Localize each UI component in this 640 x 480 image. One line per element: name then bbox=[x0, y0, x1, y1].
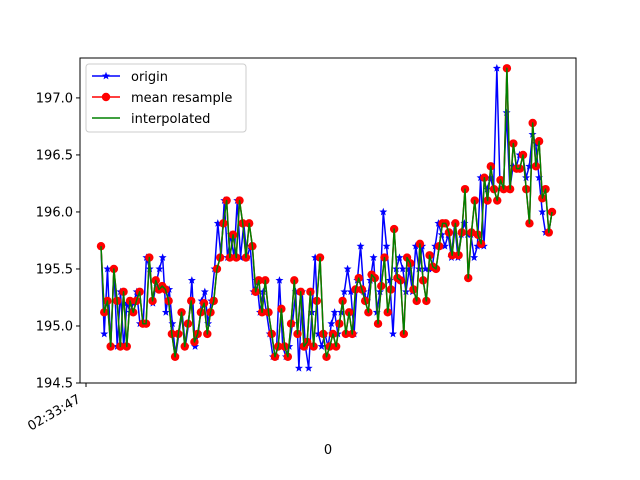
data-point bbox=[161, 308, 170, 316]
data-point bbox=[525, 162, 534, 170]
circle-marker-icon bbox=[101, 92, 111, 102]
data-point bbox=[538, 207, 547, 216]
data-point bbox=[395, 253, 404, 261]
data-point bbox=[213, 219, 222, 227]
legend-entry-mean-resample: mean resample bbox=[92, 91, 232, 106]
y-tick-label: 196.5 bbox=[36, 148, 73, 163]
data-point bbox=[509, 162, 518, 170]
data-point bbox=[522, 173, 531, 182]
data-point bbox=[346, 287, 355, 296]
data-point bbox=[421, 264, 430, 273]
legend-label-interpolated: interpolated bbox=[131, 112, 210, 127]
data-point bbox=[502, 108, 511, 117]
data-point bbox=[200, 287, 209, 296]
data-point bbox=[382, 241, 391, 250]
series-line-interpolated bbox=[100, 67, 553, 358]
data-point bbox=[463, 230, 472, 239]
legend-label-origin: origin bbox=[131, 70, 168, 85]
data-point bbox=[259, 287, 268, 296]
y-tick-label: 194.5 bbox=[36, 377, 73, 392]
data-point bbox=[340, 287, 349, 296]
data-point bbox=[96, 241, 106, 251]
data-point bbox=[327, 319, 336, 328]
y-tick-label: 195.0 bbox=[36, 319, 73, 334]
axes-frame bbox=[79, 57, 577, 384]
y-tick-label: 196.0 bbox=[36, 205, 73, 220]
data-point bbox=[158, 253, 167, 261]
data-point bbox=[547, 207, 557, 217]
data-point bbox=[535, 173, 544, 182]
data-point bbox=[100, 329, 109, 338]
data-point bbox=[330, 308, 339, 316]
y-axis: 194.5 195.0 195.5 196.0 196.5 197.0 bbox=[36, 91, 80, 392]
data-point bbox=[191, 342, 200, 350]
data-point bbox=[314, 329, 323, 338]
x-axis-title: 0 bbox=[324, 443, 332, 458]
series-layer bbox=[96, 64, 557, 372]
data-point bbox=[379, 207, 388, 216]
data-point bbox=[304, 363, 313, 372]
legend-box bbox=[85, 63, 247, 133]
data-point bbox=[460, 219, 469, 227]
data-point bbox=[204, 319, 213, 328]
data-point bbox=[389, 329, 398, 338]
data-point bbox=[492, 64, 501, 72]
legend-entry-origin: origin bbox=[92, 70, 168, 85]
data-point bbox=[343, 264, 352, 273]
data-point bbox=[483, 184, 492, 193]
legend-label-mean-resample: mean resample bbox=[131, 91, 232, 106]
data-point bbox=[103, 264, 112, 273]
y-tick-label: 195.5 bbox=[36, 262, 73, 277]
legend: origin mean resample interpolated bbox=[85, 63, 247, 133]
data-point bbox=[366, 276, 375, 284]
data-point bbox=[470, 253, 479, 261]
data-point bbox=[405, 264, 414, 273]
data-point bbox=[275, 276, 284, 284]
data-point bbox=[398, 264, 407, 273]
star-marker-icon bbox=[102, 71, 110, 80]
data-point bbox=[385, 276, 394, 284]
data-point bbox=[311, 253, 320, 261]
y-tick-label: 197.0 bbox=[36, 91, 73, 106]
data-point bbox=[356, 241, 365, 250]
data-point bbox=[236, 253, 245, 261]
data-point bbox=[369, 253, 378, 261]
data-point bbox=[376, 287, 385, 296]
legend-entry-interpolated: interpolated bbox=[92, 112, 210, 127]
data-point bbox=[187, 276, 196, 284]
data-point bbox=[440, 241, 449, 250]
data-point bbox=[155, 264, 164, 273]
data-point bbox=[294, 363, 303, 372]
data-point bbox=[437, 230, 446, 239]
x-tick-label: 02:33:47 bbox=[25, 392, 83, 434]
data-point bbox=[168, 319, 177, 328]
data-point bbox=[411, 241, 420, 250]
series-interpolated bbox=[100, 67, 553, 358]
data-point bbox=[317, 342, 326, 350]
